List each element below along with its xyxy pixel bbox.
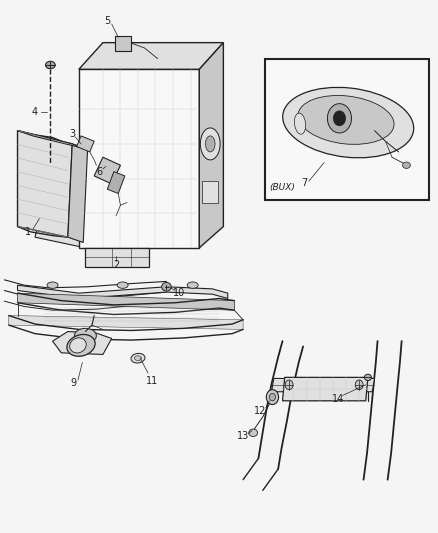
Bar bbox=[265, 59, 429, 200]
Polygon shape bbox=[283, 377, 368, 401]
Text: 3: 3 bbox=[69, 130, 75, 139]
Polygon shape bbox=[79, 43, 223, 69]
Ellipse shape bbox=[355, 380, 363, 390]
Ellipse shape bbox=[294, 113, 306, 134]
Ellipse shape bbox=[200, 128, 220, 160]
Text: 9: 9 bbox=[71, 378, 77, 387]
Text: 4: 4 bbox=[32, 107, 38, 117]
Text: 2: 2 bbox=[113, 260, 119, 270]
Text: 1: 1 bbox=[25, 227, 32, 237]
Polygon shape bbox=[68, 144, 88, 243]
Polygon shape bbox=[199, 43, 223, 248]
Ellipse shape bbox=[134, 356, 141, 360]
Ellipse shape bbox=[117, 282, 128, 288]
Text: 12: 12 bbox=[254, 407, 267, 416]
Ellipse shape bbox=[283, 87, 414, 158]
Ellipse shape bbox=[298, 95, 394, 144]
Ellipse shape bbox=[74, 328, 96, 343]
Polygon shape bbox=[53, 332, 112, 354]
Bar bbox=[202, 181, 218, 203]
Ellipse shape bbox=[327, 103, 351, 133]
Ellipse shape bbox=[333, 111, 346, 126]
Ellipse shape bbox=[205, 136, 215, 152]
Ellipse shape bbox=[67, 335, 95, 356]
Polygon shape bbox=[94, 157, 120, 184]
Ellipse shape bbox=[187, 282, 198, 288]
Ellipse shape bbox=[285, 380, 293, 390]
Ellipse shape bbox=[403, 162, 410, 168]
Ellipse shape bbox=[47, 282, 58, 288]
Polygon shape bbox=[85, 248, 149, 266]
Text: 11: 11 bbox=[146, 376, 159, 386]
Polygon shape bbox=[35, 208, 92, 248]
Ellipse shape bbox=[269, 393, 276, 401]
Text: (BUX): (BUX) bbox=[269, 183, 295, 192]
Text: 6: 6 bbox=[97, 167, 103, 176]
Bar bbox=[115, 36, 131, 51]
Polygon shape bbox=[18, 131, 72, 237]
Ellipse shape bbox=[70, 338, 86, 353]
Polygon shape bbox=[272, 378, 374, 392]
Ellipse shape bbox=[249, 429, 258, 437]
Polygon shape bbox=[9, 316, 243, 329]
Text: 7: 7 bbox=[301, 178, 307, 188]
Text: 10: 10 bbox=[173, 288, 185, 298]
Ellipse shape bbox=[46, 61, 55, 69]
Polygon shape bbox=[18, 131, 88, 149]
Text: 13: 13 bbox=[237, 431, 249, 441]
Polygon shape bbox=[79, 69, 199, 248]
Text: 14: 14 bbox=[332, 394, 344, 403]
Polygon shape bbox=[77, 136, 94, 152]
Ellipse shape bbox=[131, 353, 145, 363]
Polygon shape bbox=[107, 172, 125, 193]
Ellipse shape bbox=[364, 374, 371, 381]
Polygon shape bbox=[18, 293, 234, 310]
Polygon shape bbox=[18, 285, 228, 298]
Ellipse shape bbox=[162, 282, 171, 291]
Ellipse shape bbox=[266, 390, 279, 405]
Text: 5: 5 bbox=[104, 17, 110, 26]
